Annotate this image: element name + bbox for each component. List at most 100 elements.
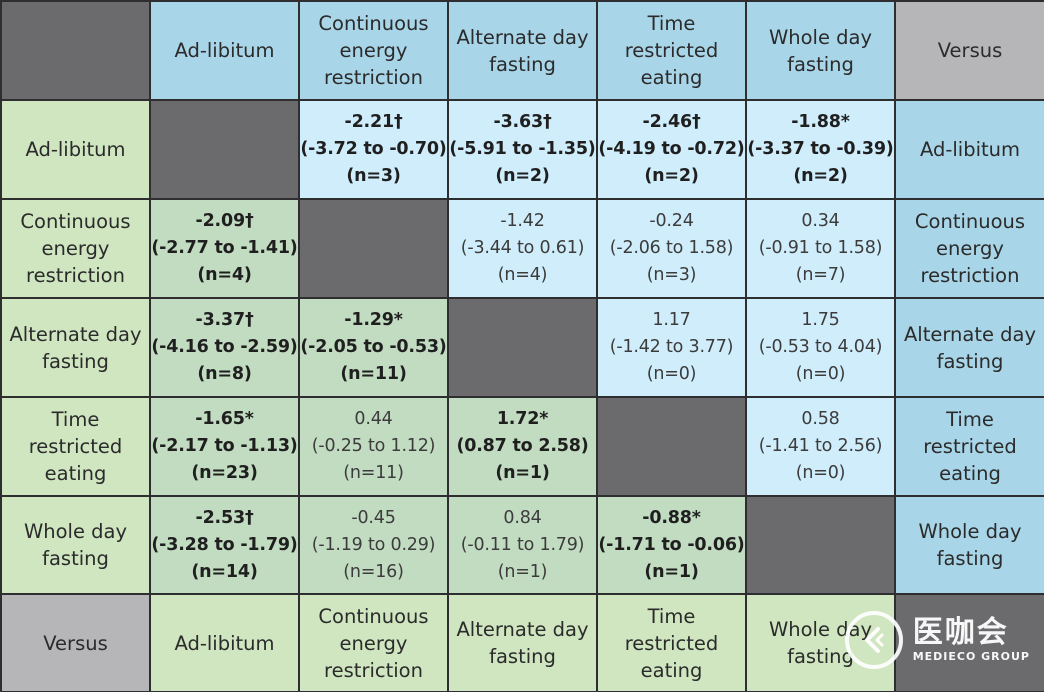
confidence-interval: (-1.42 to 3.77) [610,334,734,361]
row-header-right-label: Time restricted eating [896,406,1044,487]
confidence-interval: (-3.37 to -0.39) [747,136,893,163]
estimate-value: -1.88* [791,109,849,136]
confidence-interval: (-2.77 to -1.41) [151,235,297,262]
versus-cell: Versus [1,594,150,692]
trial-count: (n=23) [191,460,257,487]
estimate-cell: -1.88*(-3.37 to -0.39)(n=2) [746,100,895,199]
estimate-cell: -0.24(-2.06 to 1.58)(n=3) [597,199,746,298]
confidence-interval: (-0.91 to 1.58) [759,235,883,262]
trial-count: (n=2) [495,163,549,190]
confidence-interval: (-1.19 to 0.29) [312,532,436,559]
versus-label: Versus [39,630,112,657]
confidence-interval: (-5.91 to -1.35) [449,136,595,163]
trial-count: (n=0) [796,460,846,487]
row-header-right-label: Whole day fasting [896,518,1044,572]
row-header: Continuous energy restriction [1,199,150,298]
row-header-label: Whole day fasting [2,518,149,572]
row-header-right: Whole day fasting [895,496,1044,594]
column-footer: Time restricted eating [597,594,746,692]
corner-cell-bottom [895,594,1044,692]
confidence-interval: (0.87 to 2.58) [456,433,588,460]
estimate-cell: 0.34(-0.91 to 1.58)(n=7) [746,199,895,298]
column-footer-label: Time restricted eating [598,603,745,684]
estimate-value: -2.09† [196,208,254,235]
row-header-right: Ad-libitum [895,100,1044,199]
confidence-interval: (-3.72 to -0.70) [300,136,446,163]
row-header-label: Alternate day fasting [2,321,149,375]
column-footer: Alternate day fasting [448,594,597,692]
estimate-value: -0.88* [642,505,700,532]
row-header-right-label: Ad-libitum [916,136,1024,163]
trial-count: (n=0) [647,361,697,388]
column-footer-label: Continuous energy restriction [300,603,447,684]
diagonal-cell [597,397,746,496]
confidence-interval: (-3.44 to 0.61) [461,235,585,262]
row-header: Alternate day fasting [1,298,150,397]
column-header-label: Continuous energy restriction [300,10,447,91]
estimate-cell: -3.63†(-5.91 to -1.35)(n=2) [448,100,597,199]
trial-count: (n=3) [346,163,400,190]
confidence-interval: (-3.28 to -1.79) [151,532,297,559]
trial-count: (n=2) [644,163,698,190]
estimate-value: -3.37† [196,307,254,334]
corner-cell [1,1,150,100]
estimate-value: 0.34 [801,208,839,235]
confidence-interval: (-1.41 to 2.56) [759,433,883,460]
column-header: Continuous energy restriction [299,1,448,100]
confidence-interval: (-4.19 to -0.72) [598,136,744,163]
confidence-interval: (-2.05 to -0.53) [300,334,446,361]
diagonal-cell [150,100,299,199]
estimate-cell: -2.21†(-3.72 to -0.70)(n=3) [299,100,448,199]
estimate-cell: 0.44(-0.25 to 1.12)(n=11) [299,397,448,496]
estimate-cell: 1.72*(0.87 to 2.58)(n=1) [448,397,597,496]
estimate-cell: 1.17(-1.42 to 3.77)(n=0) [597,298,746,397]
versus-cell: Versus [895,1,1044,100]
trial-count: (n=7) [796,262,846,289]
trial-count: (n=1) [495,460,549,487]
trial-count: (n=4) [498,262,548,289]
confidence-interval: (-0.53 to 4.04) [759,334,883,361]
estimate-cell: 1.75(-0.53 to 4.04)(n=0) [746,298,895,397]
estimate-cell: -2.46†(-4.19 to -0.72)(n=2) [597,100,746,199]
row-header: Whole day fasting [1,496,150,594]
estimate-value: -1.65* [195,406,253,433]
estimate-value: 1.17 [652,307,690,334]
diagonal-cell [448,298,597,397]
row-header-right: Time restricted eating [895,397,1044,496]
estimate-value: 1.72* [497,406,548,433]
column-header: Alternate day fasting [448,1,597,100]
confidence-interval: (-0.25 to 1.12) [312,433,436,460]
estimate-cell: -1.42(-3.44 to 0.61)(n=4) [448,199,597,298]
trial-count: (n=8) [197,361,251,388]
trial-count: (n=3) [647,262,697,289]
estimate-cell: -0.88*(-1.71 to -0.06)(n=1) [597,496,746,594]
estimate-value: -1.42 [500,208,544,235]
trial-count: (n=11) [343,460,403,487]
column-footer-label: Ad-libitum [170,630,278,657]
confidence-interval: (-0.11 to 1.79) [461,532,585,559]
row-header-right-label: Continuous energy restriction [896,208,1044,289]
versus-label: Versus [934,37,1007,64]
estimate-value: 0.44 [354,406,392,433]
confidence-interval: (-4.16 to -2.59) [151,334,297,361]
estimate-cell: -0.45(-1.19 to 0.29)(n=16) [299,496,448,594]
row-header-right-label: Alternate day fasting [896,321,1044,375]
row-header-right: Alternate day fasting [895,298,1044,397]
trial-count: (n=11) [340,361,406,388]
confidence-interval: (-2.17 to -1.13) [151,433,297,460]
estimate-cell: 0.84(-0.11 to 1.79)(n=1) [448,496,597,594]
estimate-cell: -1.65*(-2.17 to -1.13)(n=23) [150,397,299,496]
column-header-label: Alternate day fasting [449,24,596,78]
column-header: Ad-libitum [150,1,299,100]
column-header-label: Time restricted eating [598,10,745,91]
confidence-interval: (-2.06 to 1.58) [610,235,734,262]
estimate-cell: -2.09†(-2.77 to -1.41)(n=4) [150,199,299,298]
column-header-label: Ad-libitum [170,37,278,64]
estimate-value: -1.29* [344,307,402,334]
estimate-value: -0.24 [649,208,693,235]
estimate-value: 0.58 [801,406,839,433]
column-header: Whole day fasting [746,1,895,100]
trial-count: (n=1) [498,559,548,586]
estimate-cell: 0.58(-1.41 to 2.56)(n=0) [746,397,895,496]
